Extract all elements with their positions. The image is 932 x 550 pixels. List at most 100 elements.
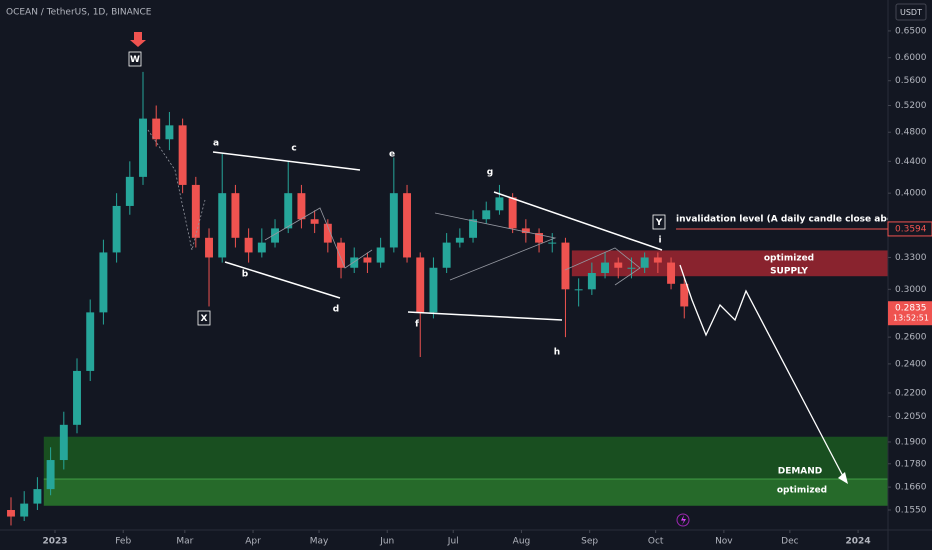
trendline <box>224 261 341 299</box>
candle-body <box>310 219 319 224</box>
y-tick-label: 0.4400 <box>895 157 927 167</box>
candle-body <box>257 242 266 253</box>
candle-body <box>429 267 438 313</box>
y-tick-label: 0.2200 <box>895 388 927 398</box>
wave-label: e <box>389 150 395 160</box>
candle-body <box>297 193 306 220</box>
candle-body <box>587 273 596 290</box>
wave-label: i <box>658 236 661 246</box>
candle-body <box>455 237 464 243</box>
candle-body <box>337 242 345 268</box>
last-price: 0.2835 <box>895 304 927 314</box>
candle-body <box>508 197 517 229</box>
candle-body <box>442 242 451 268</box>
candle-body <box>99 252 108 313</box>
wave-box <box>197 310 211 326</box>
wave-label: X <box>201 314 208 324</box>
wave-label: c <box>291 144 296 154</box>
candle-body <box>521 228 530 234</box>
arrow-down <box>130 32 146 47</box>
candle-body <box>178 125 187 185</box>
currency: USDT <box>900 8 922 17</box>
candle-body <box>680 283 689 307</box>
x-tick-label: Mar <box>176 537 193 547</box>
candle-body <box>244 237 253 253</box>
projection-path <box>679 264 846 481</box>
y-tick-label: 0.1550 <box>895 506 927 516</box>
wave-label: d <box>333 305 339 315</box>
sub-pattern <box>434 212 557 281</box>
candle-body <box>548 242 557 244</box>
invalidation-price-box <box>887 221 932 237</box>
demand-note: optimized <box>777 486 827 496</box>
y-tick-label: 0.6000 <box>895 53 927 63</box>
candle-body <box>205 237 213 258</box>
candle-body <box>125 176 134 206</box>
wave-label: b <box>242 270 249 280</box>
candle-body <box>191 184 200 238</box>
x-tick-label: Nov <box>715 537 733 547</box>
candle-body <box>601 262 610 274</box>
sub-pattern <box>264 207 373 269</box>
candle-body <box>59 424 68 461</box>
zones <box>43 228 889 506</box>
y-tick-label: 0.3300 <box>895 253 927 263</box>
y-tick-label: 0.1900 <box>895 437 927 447</box>
candle-body <box>284 193 293 229</box>
demand-note: DEMAND <box>778 467 823 477</box>
candle-body <box>627 267 636 269</box>
x-tick-label: Jul <box>447 537 459 547</box>
x-tick-label: Aug <box>513 537 531 547</box>
x-tick-label: Feb <box>115 537 131 547</box>
candle-body <box>495 197 504 211</box>
candle-body <box>46 460 55 490</box>
candle-body <box>20 503 29 517</box>
candle-body <box>152 118 161 140</box>
currency-box <box>895 3 927 21</box>
event-icon <box>681 515 686 525</box>
x-tick-label: Jun <box>379 537 394 547</box>
last-price-box <box>888 301 932 326</box>
wave-box <box>652 214 666 230</box>
wave-box <box>128 51 142 67</box>
invalidation-note: invalidation level (A daily candle close… <box>676 215 932 225</box>
wave-label: a <box>213 139 219 149</box>
wave-label: g <box>487 168 493 178</box>
supply-note: optimized <box>764 254 814 264</box>
y-tick-label: 0.2050 <box>895 412 927 422</box>
candle-body <box>614 262 623 268</box>
x-tick-label: Dec <box>781 537 798 547</box>
candle-body <box>271 228 279 243</box>
candle-body <box>403 193 411 258</box>
candle-body <box>640 257 649 268</box>
candle-body <box>7 510 15 517</box>
y-tick-label: 0.1660 <box>895 483 927 493</box>
y-tick-label: 0.2600 <box>895 333 927 343</box>
projection-arrowhead <box>838 472 848 484</box>
candle-body <box>350 257 359 268</box>
wave-label: W <box>130 55 140 65</box>
candle-body <box>139 118 147 177</box>
x-tick-label: Oct <box>648 537 664 547</box>
axes: 0.1550 0.1660 0.1780 0.1900 0.2050 0.2200 0.24… <box>42 26 932 547</box>
trendline <box>493 191 663 251</box>
candle-body <box>33 489 42 504</box>
candle-body <box>363 257 372 263</box>
invalidation-price: 0.3594 <box>895 224 927 234</box>
x-tick-label: Apr <box>245 537 261 547</box>
x-tick-label: May <box>310 537 329 547</box>
candle-body <box>482 210 491 220</box>
drawings: W X Y a b c d e f g h i invalidation lev… <box>128 32 932 496</box>
candle-body <box>469 219 478 238</box>
event-icon <box>676 513 690 527</box>
y-tick-label: 0.4000 <box>895 189 927 199</box>
supply-zone <box>571 250 888 277</box>
candle-body <box>86 312 95 371</box>
y-tick-label: 0.2400 <box>895 359 927 369</box>
chart-title: OCEAN / TetherUS, 1D, BINANCE <box>6 8 152 18</box>
y-tick-label: 0.3000 <box>895 285 927 295</box>
candle-body <box>574 289 583 291</box>
candle-body <box>376 247 385 263</box>
